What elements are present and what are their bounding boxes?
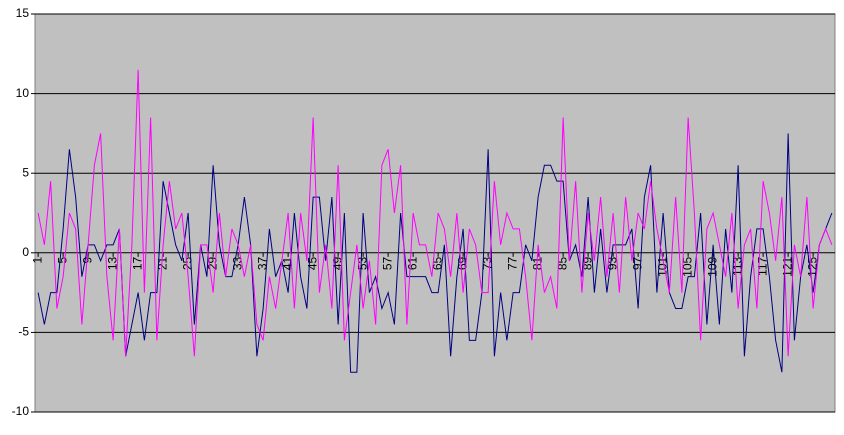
x-tick-label: 85 <box>555 256 569 270</box>
series-line <box>37 69 833 357</box>
y-tick-label: 0 <box>22 245 29 259</box>
plot-area <box>34 13 836 413</box>
x-tick-label: 17 <box>130 256 144 270</box>
x-tick-label: 69 <box>455 256 469 270</box>
x-tick-label: 109 <box>705 256 719 276</box>
x-tick-label: 105 <box>680 256 694 276</box>
y-tick-label: -10 <box>12 404 30 418</box>
x-tick-label: 61 <box>405 256 419 270</box>
x-tick-label: 57 <box>380 256 394 270</box>
x-tick-label: 121 <box>780 256 794 276</box>
y-tick-label: 5 <box>22 165 29 179</box>
x-tick-label: 77 <box>505 256 519 270</box>
x-tick-label: 37 <box>255 256 269 270</box>
x-tick-label: 13 <box>105 256 119 270</box>
x-tick-label: 5 <box>55 256 69 263</box>
y-tick-label: -5 <box>18 325 29 339</box>
series-line <box>37 133 833 373</box>
y-tick-label: 15 <box>16 6 30 20</box>
y-tick-label: 10 <box>16 86 30 100</box>
x-tick-label: 1 <box>30 256 44 263</box>
